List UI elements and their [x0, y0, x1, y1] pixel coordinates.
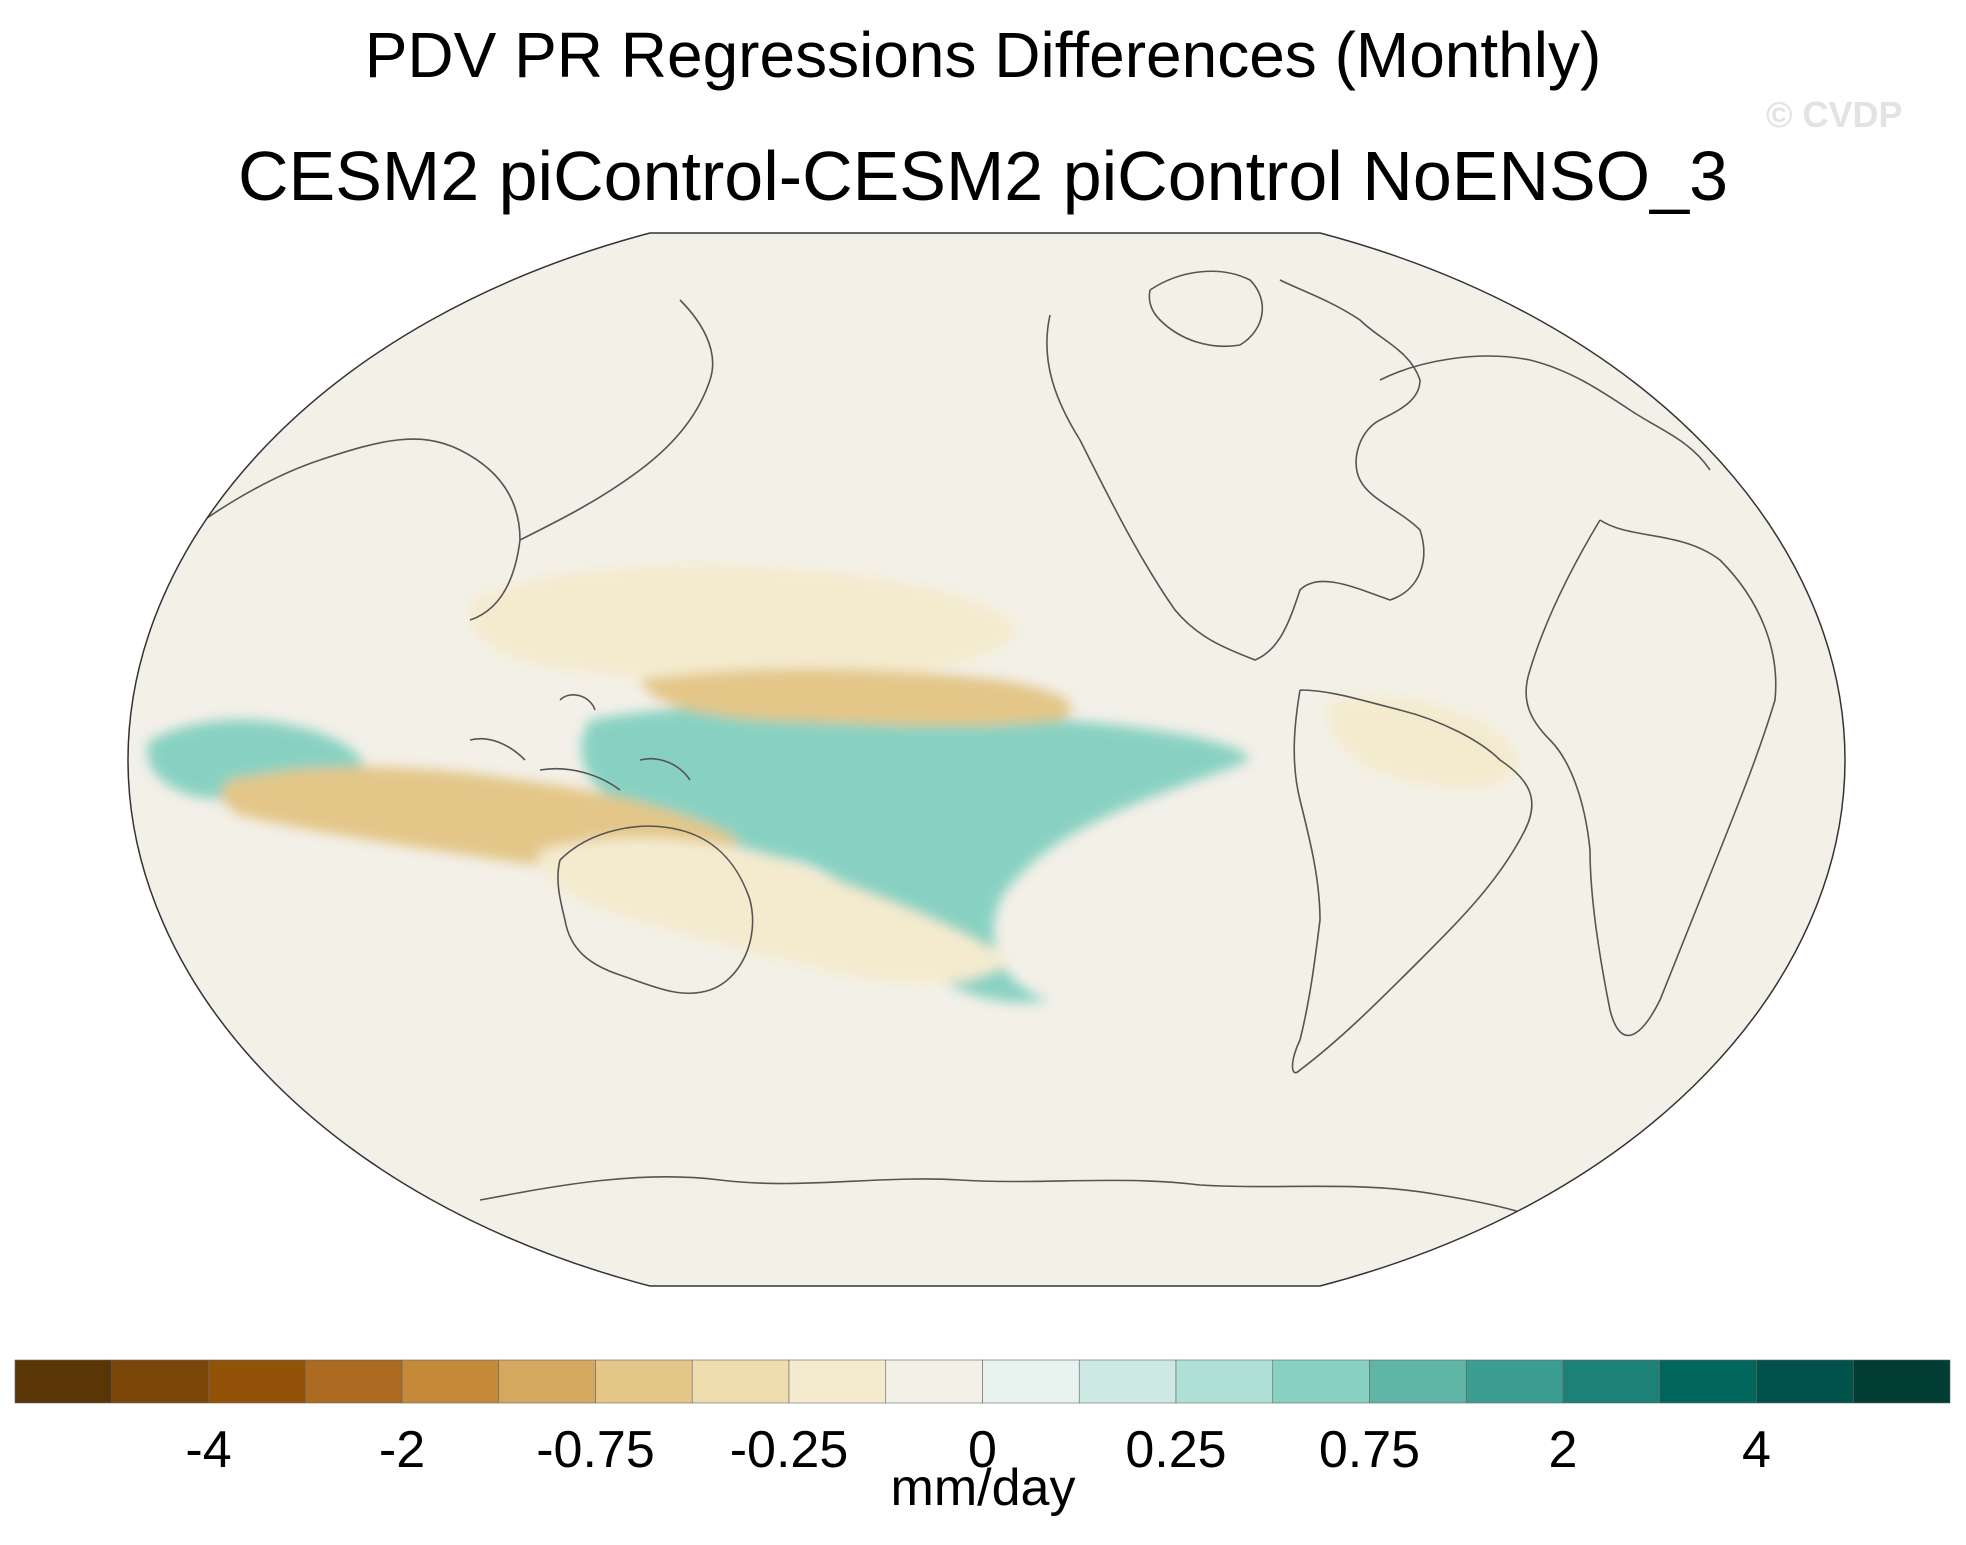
colorbar-tick-label: 0.75	[1319, 1421, 1420, 1479]
colorbar-swatch	[14, 1359, 113, 1404]
antarctica-coast	[479, 1175, 1561, 1231]
colorbar-swatch	[1756, 1359, 1854, 1404]
europe-asia-coast	[149, 299, 1711, 621]
colorbar-tick-label: 0.25	[1125, 1421, 1226, 1479]
north-america-coast	[1046, 279, 1425, 661]
colorbar-swatch	[1465, 1359, 1564, 1404]
colorbar-swatch	[1659, 1359, 1757, 1404]
spcz-positive-region	[581, 704, 1250, 1003]
colorbar-tick-label: -0.25	[730, 1421, 849, 1479]
plot-subtitle: CESM2 piControl-CESM2 piControl NoENSO_3	[238, 137, 1728, 215]
colorbar-swatch	[498, 1359, 596, 1404]
colorbar-tick-label: -4	[185, 1421, 231, 1479]
colorbar-tick-label: -0.75	[536, 1421, 655, 1479]
indonesia-islands	[469, 694, 691, 791]
coastlines	[149, 270, 1777, 1231]
australia-coast	[557, 825, 754, 995]
plot-title: PDV PR Regressions Differences (Monthly)	[364, 19, 1602, 91]
colorbar-tick-label: 0	[968, 1421, 997, 1479]
colorbar-swatch	[885, 1359, 983, 1404]
world-map	[127, 232, 1846, 1287]
colorbar-tick-label: -2	[379, 1421, 425, 1479]
colorbar-swatch	[1562, 1359, 1661, 1404]
north-pacific-negative-region	[468, 564, 1020, 685]
amazon-negative-region	[1327, 696, 1518, 790]
colorbar-swatch	[304, 1359, 403, 1404]
colorbar-swatch	[1078, 1359, 1177, 1404]
colorbar-swatch	[595, 1359, 693, 1404]
colorbar-swatch	[1175, 1359, 1274, 1404]
colorbar-tick-label: 4	[1742, 1421, 1771, 1479]
colorbar-swatch	[1852, 1359, 1951, 1404]
colorbar-tick-label: 2	[1549, 1421, 1578, 1479]
colorbar-swatch	[1369, 1359, 1467, 1404]
south-america-coast	[1291, 689, 1533, 1074]
colorbar-swatch	[788, 1359, 887, 1404]
colorbar-swatch	[982, 1359, 1080, 1404]
colorbar-swatch	[1272, 1359, 1370, 1404]
colorbar-units: mm/day	[890, 1459, 1076, 1517]
colorbar-swatch	[208, 1359, 306, 1404]
cvdp-watermark: © CVDP	[1766, 94, 1903, 135]
colorbar-swatch	[691, 1359, 790, 1404]
colorbar-swatch	[401, 1359, 500, 1404]
africa-coast	[1525, 519, 1777, 1037]
colorbar-swatch	[111, 1359, 209, 1404]
australia-negative-region	[538, 837, 1010, 984]
itcz-negative-band-region	[640, 668, 1072, 726]
greenland-coast	[1148, 270, 1264, 348]
globe-outline	[127, 232, 1846, 1287]
